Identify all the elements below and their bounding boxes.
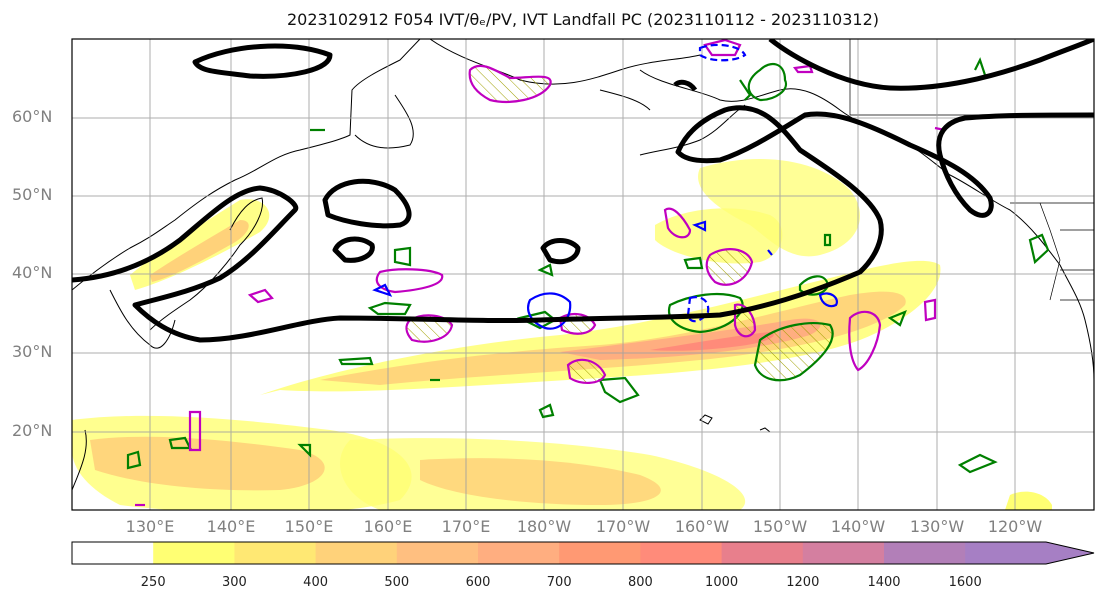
colorbar-tick-label: 1400: [867, 575, 901, 590]
map-title: 2023102912 F054 IVT/θₑ/PV, IVT Landfall …: [286, 10, 880, 29]
colorbar-tick-label: 400: [303, 575, 329, 590]
colorbar-tick-label: 600: [465, 575, 491, 590]
colorbar-tick-label: 1600: [948, 575, 982, 590]
colorbar-segment: [396, 542, 479, 564]
lat-label-60n: 60°N: [12, 107, 53, 126]
lon-label-150e: 150°E: [284, 517, 334, 536]
colorbar-tick-label: 300: [221, 575, 247, 590]
lon-label-140w: 140°W: [830, 517, 886, 536]
lat-label-20n: 20°N: [12, 421, 53, 440]
colorbar-tick-label: 1000: [705, 575, 739, 590]
colorbar-tick-label: 500: [384, 575, 410, 590]
lon-label-180w: 180°W: [516, 517, 572, 536]
colorbar-segment: [802, 542, 885, 564]
colorbar-segment: [478, 542, 560, 564]
theta-e-contours: [126, 57, 1050, 474]
lon-label-160e: 160°E: [363, 517, 413, 536]
colorbar-segment: [884, 542, 966, 564]
lat-label-50n: 50°N: [12, 185, 53, 204]
colorbar-tick-label: 800: [627, 575, 653, 590]
lon-label-150w: 150°W: [752, 517, 808, 536]
colorbar-frame: [71, 541, 1095, 565]
lon-label-130w: 130°W: [909, 517, 965, 536]
lon-label-140e: 140°E: [206, 517, 256, 536]
lon-label-160w: 160°W: [674, 517, 730, 536]
colorbar-segment: [640, 542, 723, 564]
ivt-landfall-contours: [72, 39, 1094, 343]
map-frame: [71, 38, 1095, 511]
lon-label-130e: 130°E: [125, 517, 175, 536]
lon-label-120w: 120°W: [987, 517, 1043, 536]
colorbar-segment: [965, 542, 1094, 564]
ivt-shading: [72, 159, 1052, 510]
colorbar-segment: [234, 542, 317, 564]
lat-label-30n: 30°N: [12, 342, 53, 361]
lat-label-40n: 40°N: [12, 263, 53, 282]
colorbar-segment: [72, 542, 154, 564]
colorbar-segment: [315, 542, 398, 564]
colorbar-tick-label: 1200: [786, 575, 820, 590]
pv-negative-contours: [372, 43, 838, 330]
colorbar-segment: [721, 542, 804, 564]
colorbar-tick-label: 250: [140, 575, 166, 590]
lon-label-170e: 170°E: [441, 517, 491, 536]
colorbar-segments: [72, 542, 1094, 564]
colorbar-segment: [153, 542, 235, 564]
lon-label-170w: 170°W: [595, 517, 651, 536]
colorbar-segment: [559, 542, 641, 564]
colorbar-tick-label: 700: [546, 575, 572, 590]
